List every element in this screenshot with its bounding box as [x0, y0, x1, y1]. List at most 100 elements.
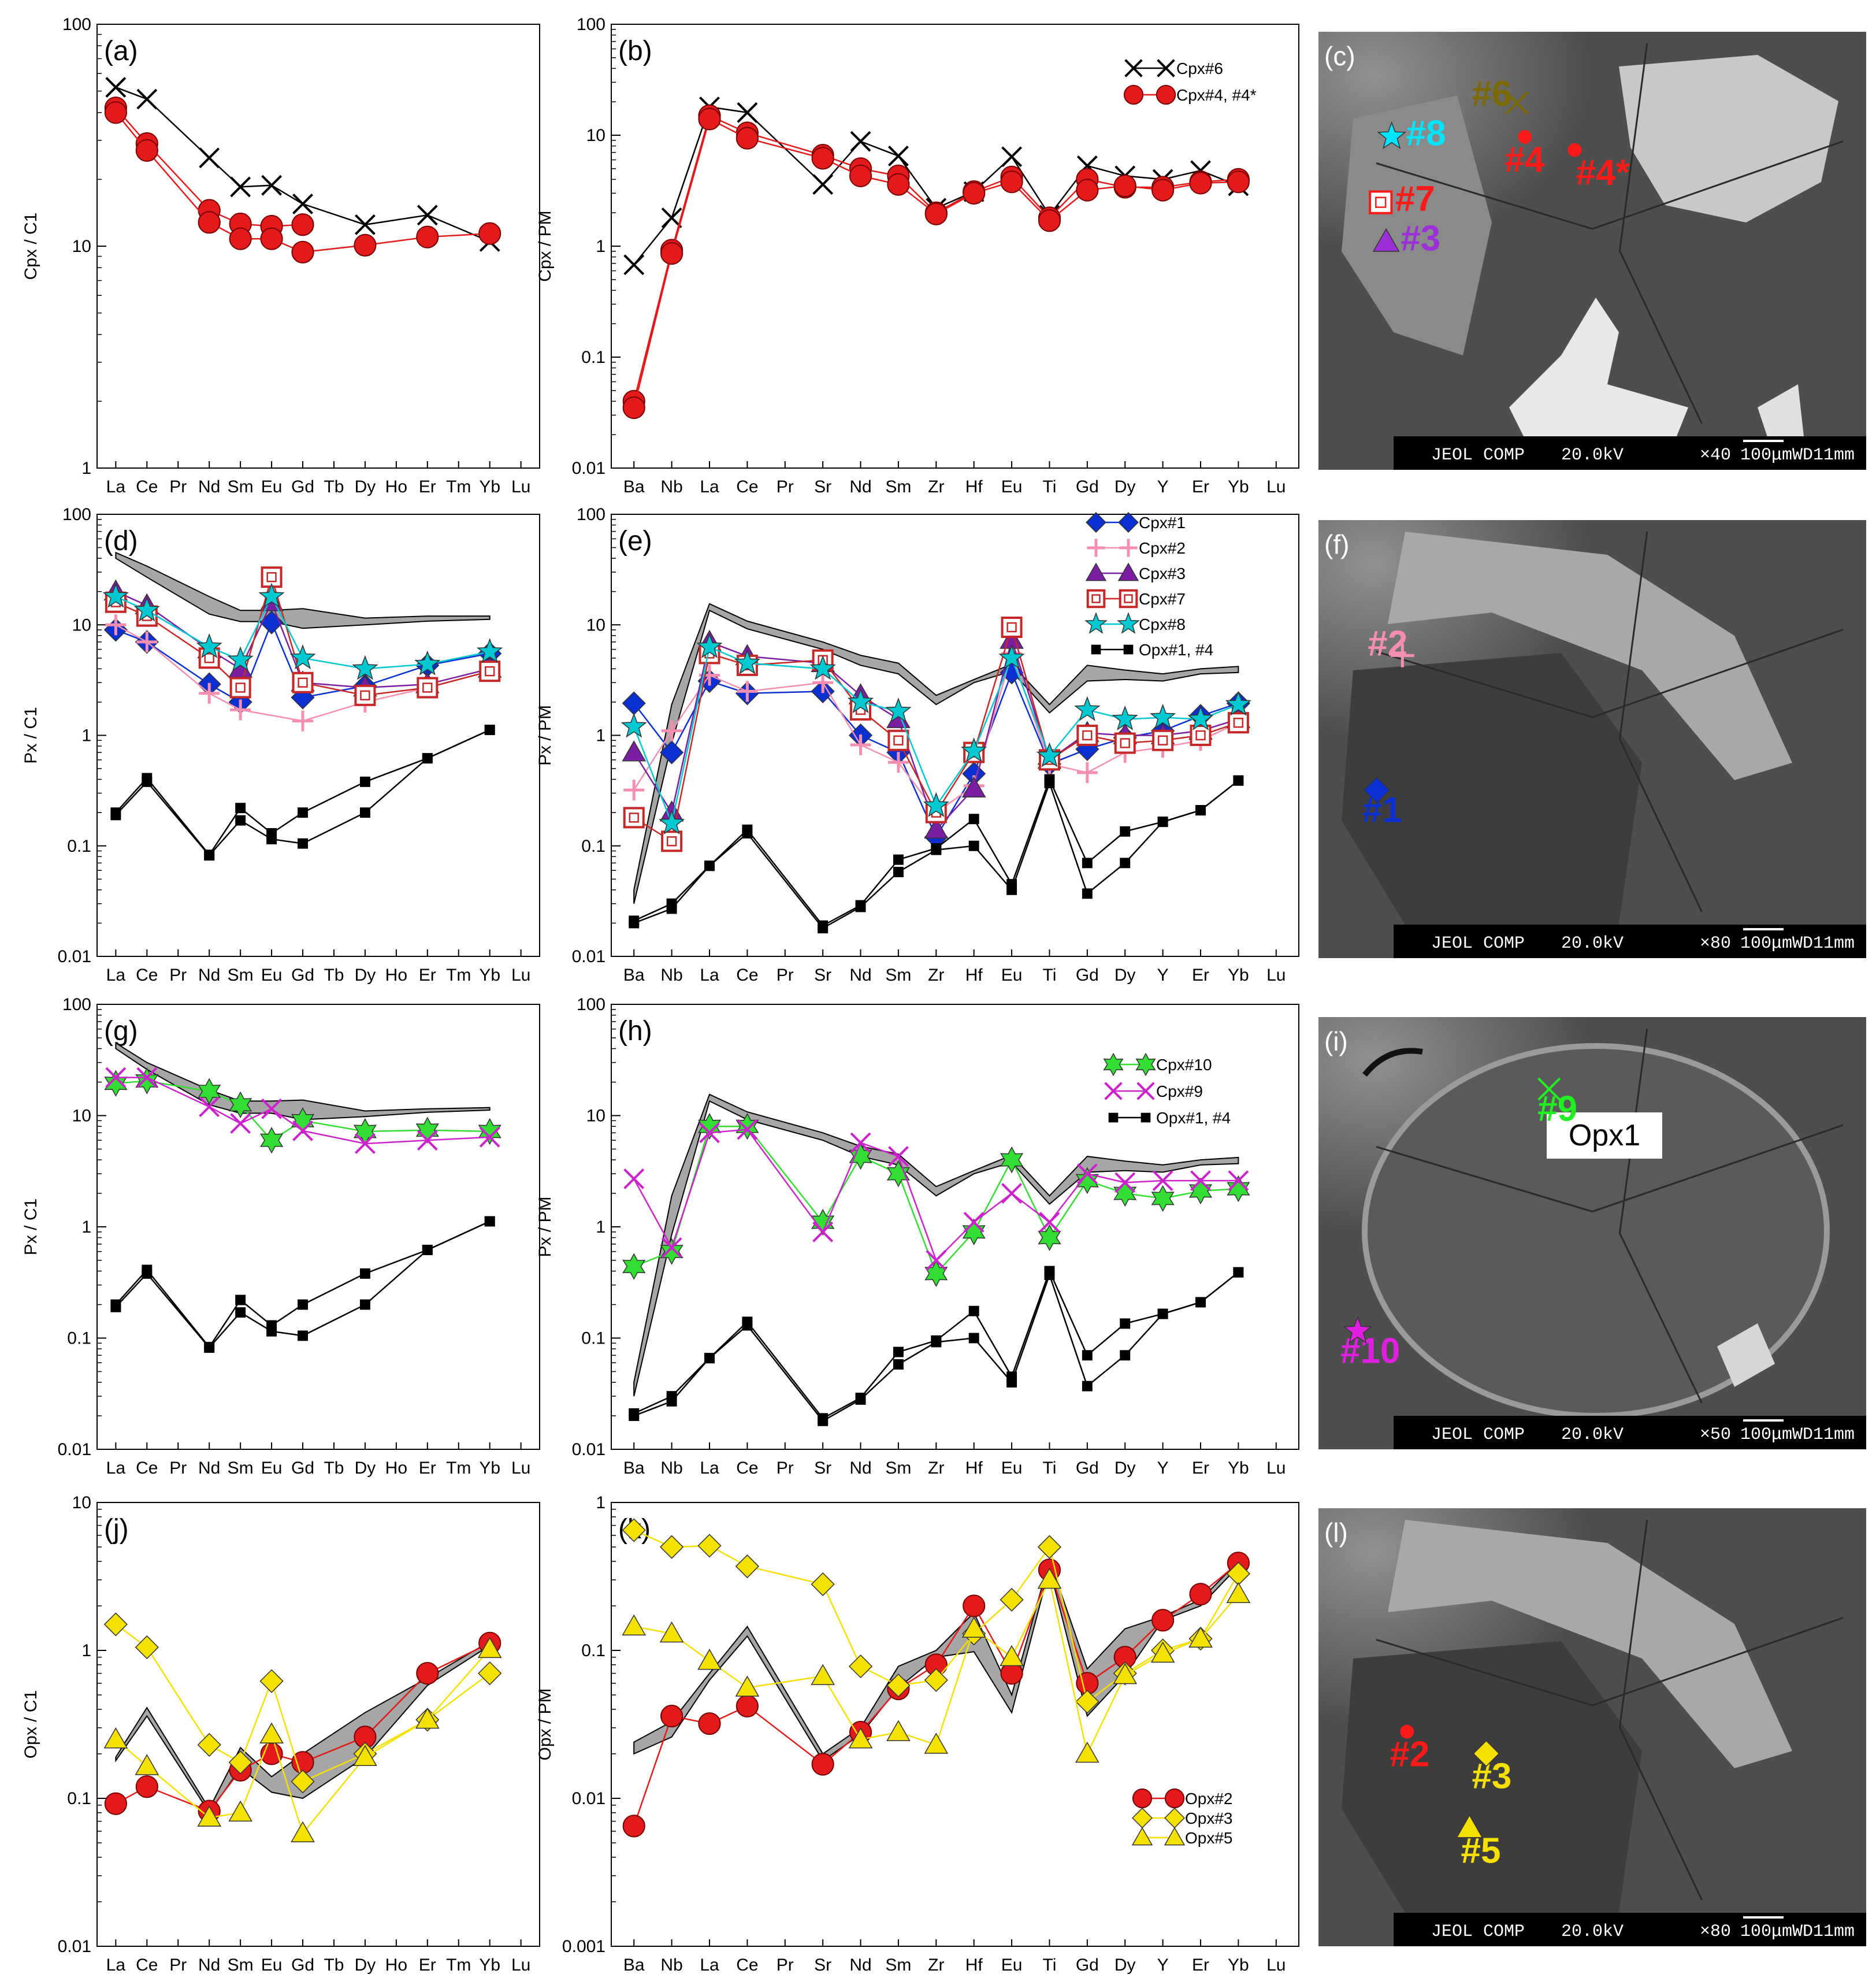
data-point [103, 1612, 128, 1637]
data-point [812, 174, 834, 195]
data-point-stroke [1190, 1170, 1211, 1192]
data-point [623, 1168, 645, 1189]
data-point [228, 1800, 252, 1822]
data-point [291, 213, 314, 236]
x-tick-label: Ti [1043, 477, 1057, 496]
data-point [229, 677, 251, 699]
x-tick-label: La [700, 1459, 719, 1478]
data-point [199, 682, 220, 704]
data-point [105, 614, 127, 636]
x-tick-label: Pr [777, 1956, 794, 1975]
sem-instrument: JEOL COMP [1431, 934, 1525, 953]
sem-annotation: #3 [1401, 218, 1440, 258]
legend-marker [1104, 1082, 1123, 1100]
x-tick-label: Nd [198, 1956, 220, 1975]
data-point [484, 1216, 495, 1227]
data-point [1195, 1297, 1206, 1308]
sem-voltage: 20.0kV [1561, 934, 1624, 953]
data-point [136, 1067, 158, 1088]
x-tick-label: Eu [1001, 966, 1023, 985]
data-point [812, 672, 834, 693]
sem-spot-marker [1372, 228, 1400, 252]
series-line-opx4 [115, 729, 491, 857]
legend-marker [1156, 84, 1176, 105]
data-point-stroke [1001, 1183, 1022, 1204]
x-tick-label: Hf [965, 966, 983, 985]
panel-label: (d) [104, 526, 138, 556]
x-tick-label: Dy [355, 966, 376, 985]
data-point [661, 720, 682, 741]
legend-marker-outer [1086, 589, 1106, 609]
y-tick-label: 100 [577, 15, 605, 34]
y-tick-label: 100 [62, 15, 91, 34]
data-point-inner [360, 690, 370, 700]
data-point [1039, 1212, 1060, 1233]
data-point-stroke [230, 1113, 251, 1134]
data-point [661, 830, 683, 852]
data-point-stroke [850, 1132, 871, 1153]
opx-grain [1342, 653, 1642, 925]
data-point [1151, 179, 1175, 202]
series-line-cpx6 [633, 106, 1239, 265]
sem-magnification: ×80 [1700, 934, 1731, 953]
data-point [666, 1396, 677, 1407]
legend-marker [1132, 1808, 1153, 1828]
data-point-stroke [417, 1130, 438, 1151]
data-point-stroke [812, 1221, 834, 1242]
data-point [291, 1769, 315, 1794]
y-tick-label: 10 [586, 1107, 605, 1126]
fracture [1618, 1028, 1703, 1404]
x-tick-label: Er [419, 1459, 436, 1478]
data-point [661, 1237, 682, 1258]
data-point [1233, 775, 1244, 786]
data-point-stroke [1001, 146, 1022, 168]
data-point [737, 1119, 758, 1140]
y-tick-label: 10 [586, 126, 605, 145]
legend-marker [1157, 59, 1175, 77]
data-point [298, 807, 308, 818]
sem-annotation: #9 [1537, 1089, 1577, 1129]
sem-footer-bar [1394, 1913, 1866, 1946]
data-point [259, 1669, 284, 1693]
data-point-outer [623, 807, 645, 829]
data-point [479, 1126, 500, 1148]
data-point [1000, 170, 1023, 194]
x-tick-label: Y [1157, 1956, 1169, 1975]
series-line-cpx1 [633, 670, 1239, 839]
data-point [477, 638, 503, 663]
x-tick-label: Dy [1115, 966, 1136, 985]
x-tick-label: Gd [1076, 1459, 1099, 1478]
data-point-outer [1114, 732, 1136, 754]
legend-label: Opx#1, #4 [1156, 1109, 1231, 1127]
fracture [1618, 1519, 1703, 1901]
x-tick-label: Ho [385, 1459, 407, 1478]
sem-annotation: #2 [1390, 1735, 1429, 1775]
x-tick-label: Hf [965, 477, 983, 496]
x-tick-label: Er [1192, 477, 1209, 496]
data-point-outer [354, 684, 376, 706]
data-point [924, 1260, 948, 1288]
data-point-inner [1006, 622, 1017, 633]
x-tick-label: Lu [1266, 477, 1286, 496]
series-line-cpx8 [633, 645, 1239, 826]
data-point [291, 1107, 315, 1134]
data-point-stroke [230, 176, 251, 198]
data-point [110, 1301, 121, 1312]
y-tick-label: 1 [596, 726, 605, 745]
x-tick-label: Yb [479, 966, 500, 985]
data-point [204, 850, 215, 861]
x-tick-label: Lu [511, 477, 530, 496]
data-point [848, 1727, 873, 1749]
data-point [659, 809, 685, 834]
x-tick-label: Yb [479, 1956, 500, 1975]
sulfide-grain [1758, 384, 1804, 442]
data-point [1187, 705, 1214, 730]
data-point [1076, 762, 1098, 783]
x-tick-label: Ce [136, 966, 158, 985]
data-point [963, 1594, 986, 1617]
legend-marker [1091, 644, 1101, 655]
sulfide-grain [1619, 55, 1838, 222]
data-point [888, 146, 909, 166]
data-point [292, 710, 314, 732]
data-point-outer [479, 661, 501, 682]
